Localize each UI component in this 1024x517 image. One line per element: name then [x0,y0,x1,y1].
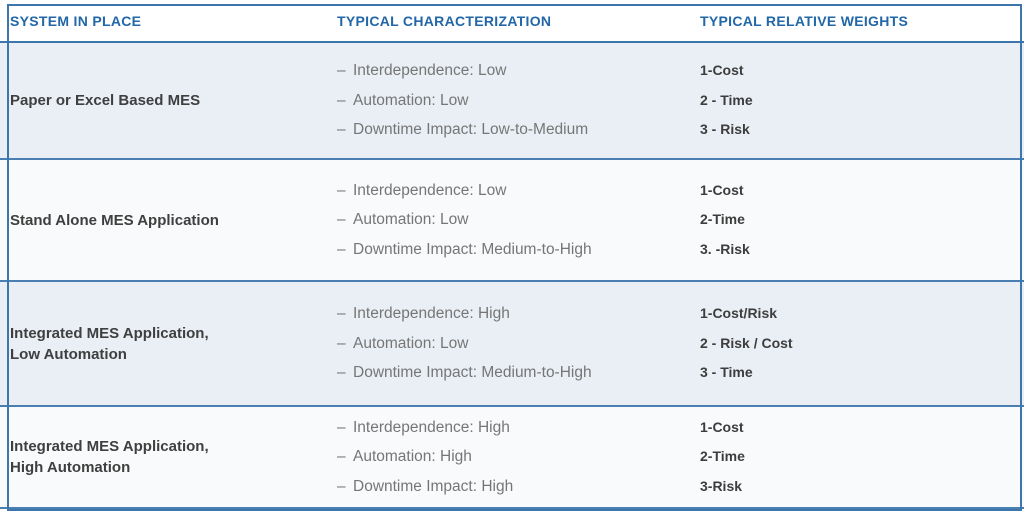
characterization-item: – Automation: Low [337,205,700,235]
weight-item: 1-Cost/Risk [700,305,778,322]
dash-bullet: – [337,91,346,109]
dash-bullet: – [337,181,346,199]
weight-item: 3 - Risk [700,121,750,138]
weights-cell: 1-Cost 2 - Time 3 - Risk [700,56,1024,145]
characterization-item: – Automation: Low [337,86,700,116]
weight-item: 2 - Time [700,91,753,108]
weight-item: 3-Risk [700,477,743,494]
system-cell: Integrated MES Application, High Automat… [10,438,209,476]
characterization-item: – Interdependence: High [337,299,700,329]
weights-cell: 1-Cost/Risk 2 - Risk / Cost 3 - Time [700,299,1024,388]
characterization-list: – Interdependence: High – Automation: High… [337,413,700,502]
characterization-cell: – Interdependence: Low – Automation: Low –… [337,176,700,265]
dash-bullet: – [337,334,346,352]
weights-cell: 1-Cost 2-Time 3. -Risk [700,176,1024,265]
table-row: Paper or Excel Based MES – Interdependenc… [0,43,1024,160]
weights-list: 1-Cost 2 - Time 3 - Risk [700,56,1024,145]
column-header-typical-relative-weights: TYPICAL RELATIVE WEIGHTS [700,12,909,29]
weight-item: 1-Cost [700,62,744,79]
characterization-item: – Downtime Impact: Medium-to-High [337,358,700,388]
characterization-list: – Interdependence: Low – Automation: Low –… [337,176,700,265]
weights-list: 1-Cost 2-Time 3. -Risk [700,176,1024,265]
system-cell: Paper or Excel Based MES [10,92,201,109]
weight-item: 2-Time [700,211,745,228]
weights-list: 1-Cost/Risk 2 - Risk / Cost 3 - Time [700,299,1024,388]
weight-item: 2-Time [700,448,745,465]
dash-bullet: – [337,477,346,495]
dash-bullet: – [337,448,346,466]
characterization-item: – Automation: High [337,442,700,472]
characterization-cell: – Interdependence: High – Automation: High… [337,413,700,502]
weight-item: 3 - Time [700,364,753,381]
dash-bullet: – [337,211,346,229]
characterization-cell: – Interdependence: Low – Automation: Low –… [337,56,700,145]
characterization-cell: – Interdependence: High – Automation: Low … [337,299,700,388]
weights-cell: 1-Cost 2-Time 3-Risk [700,413,1024,502]
weight-item: 3. -Risk [700,240,750,257]
dash-bullet: – [337,305,346,323]
characterization-list: – Interdependence: Low – Automation: Low –… [337,56,700,145]
characterization-item: – Interdependence: Low [337,56,700,86]
weight-item: 1-Cost [700,418,744,435]
system-cell: Stand Alone MES Application [10,211,219,229]
characterization-item: – Downtime Impact: High [337,472,700,502]
weights-list: 1-Cost 2-Time 3-Risk [700,413,1024,502]
dash-bullet: – [337,62,346,80]
characterization-item: – Interdependence: High [337,413,700,443]
characterization-item: – Downtime Impact: Low-to-Medium [337,115,700,145]
table-header-row: SYSTEM IN PLACE TYPICAL CHARACTERIZATION… [0,0,1024,43]
characterization-item: – Automation: Low [337,329,700,359]
dash-bullet: – [337,364,346,382]
table-row: Integrated MES Application, Low Automati… [0,282,1024,407]
dash-bullet: – [337,240,346,258]
characterization-item: – Interdependence: Low [337,176,700,206]
characterization-list: – Interdependence: High – Automation: Low … [337,299,700,388]
system-cell: Integrated MES Application, Low Automati… [10,324,209,363]
characterization-item: – Downtime Impact: Medium-to-High [337,235,700,265]
column-header-typical-characterization: TYPICAL CHARACTERIZATION [337,12,552,29]
dash-bullet: – [337,121,346,139]
table-row: Stand Alone MES Application – Interdepend… [0,160,1024,282]
dash-bullet: – [337,418,346,436]
weight-item: 2 - Risk / Cost [700,334,793,351]
column-header-system-in-place: SYSTEM IN PLACE [10,12,142,29]
table-row: Integrated MES Application, High Automat… [0,407,1024,509]
weight-item: 1-Cost [700,181,744,198]
